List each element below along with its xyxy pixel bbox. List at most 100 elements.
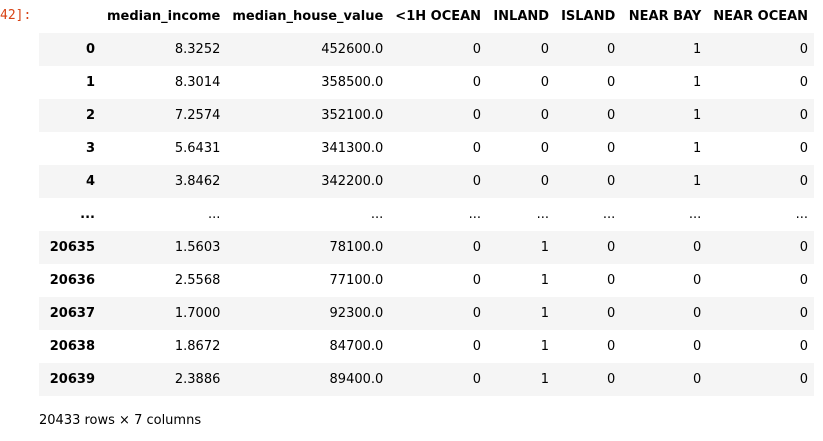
table-cell: ... bbox=[370, 207, 384, 222]
table-cell: 1 bbox=[540, 306, 550, 321]
table-cell: 0 bbox=[540, 174, 550, 189]
cell-prompt: 42]: bbox=[0, 8, 32, 23]
table-cell: 0 bbox=[607, 240, 616, 255]
table-cell: 0 bbox=[540, 141, 550, 156]
table-cell: 0 bbox=[472, 75, 482, 90]
table-cell: 342200.0 bbox=[321, 174, 384, 189]
table-cell: 0 bbox=[607, 372, 616, 387]
table-row: 4 3.8462 342200.0 0 0 0 1 0 bbox=[39, 165, 815, 198]
table-cell: 1.7000 bbox=[174, 306, 221, 321]
table-cell: 77100.0 bbox=[329, 273, 384, 288]
row-index: 0 bbox=[85, 42, 95, 57]
table-cell: ... bbox=[688, 207, 702, 222]
table-cell: 0 bbox=[799, 273, 809, 288]
table-cell: 1 bbox=[693, 174, 702, 189]
table-cell: 1.5603 bbox=[174, 240, 221, 255]
dataframe-output: median_income median_house_value <1H OCE… bbox=[39, 0, 815, 396]
row-index: 20635 bbox=[49, 240, 95, 255]
column-header-1h-ocean: <1H OCEAN bbox=[395, 9, 482, 24]
table-cell: 352100.0 bbox=[321, 108, 384, 123]
table-row: ........................ bbox=[39, 198, 815, 231]
table-cell: 0 bbox=[693, 273, 702, 288]
table-cell: ... bbox=[207, 207, 221, 222]
table-cell: 7.2574 bbox=[174, 108, 221, 123]
table-cell: ... bbox=[536, 207, 550, 222]
table-cell: 0 bbox=[472, 306, 482, 321]
table-cell: 1 bbox=[693, 108, 702, 123]
table-cell: 0 bbox=[693, 339, 702, 354]
table-row: 0 8.3252 452600.0 0 0 0 1 0 bbox=[39, 33, 815, 66]
table-cell: 0 bbox=[799, 372, 809, 387]
table-cell: 358500.0 bbox=[321, 75, 384, 90]
column-header-inland: INLAND bbox=[493, 9, 550, 24]
table-cell: 0 bbox=[472, 339, 482, 354]
table-cell: 1 bbox=[540, 339, 550, 354]
table-cell: 0 bbox=[799, 240, 809, 255]
table-cell: 0 bbox=[540, 108, 550, 123]
table-cell: 0 bbox=[799, 75, 809, 90]
table-cell: 0 bbox=[472, 141, 482, 156]
table-cell: 0 bbox=[472, 273, 482, 288]
table-cell: 0 bbox=[472, 372, 482, 387]
table-cell: 8.3014 bbox=[174, 75, 221, 90]
table-cell: 0 bbox=[472, 240, 482, 255]
table-cell: 0 bbox=[607, 141, 616, 156]
table-row: 20636 2.5568 77100.0 0 1 0 0 0 bbox=[39, 264, 815, 297]
row-index: 20638 bbox=[49, 339, 95, 354]
table-cell: 341300.0 bbox=[321, 141, 384, 156]
table-cell: 1 bbox=[693, 42, 702, 57]
row-index: ... bbox=[80, 207, 95, 222]
table-cell: 0 bbox=[540, 75, 550, 90]
row-index: 4 bbox=[85, 174, 95, 189]
table-row: 20635 1.5603 78100.0 0 1 0 0 0 bbox=[39, 231, 815, 264]
table-cell: 0 bbox=[607, 42, 616, 57]
dataframe-shape-label: 20433 rows × 7 columns bbox=[39, 413, 202, 428]
table-cell: 1 bbox=[693, 75, 702, 90]
table-cell: 1 bbox=[540, 273, 550, 288]
column-header-median-income: median_income bbox=[107, 9, 221, 24]
row-index: 3 bbox=[85, 141, 95, 156]
table-cell: 8.3252 bbox=[174, 42, 221, 57]
table-cell: ... bbox=[602, 207, 616, 222]
table-cell: 0 bbox=[607, 339, 616, 354]
table-cell: 84700.0 bbox=[329, 339, 384, 354]
row-index: 1 bbox=[85, 75, 95, 90]
table-cell: 92300.0 bbox=[329, 306, 384, 321]
table-row: 2 7.2574 352100.0 0 0 0 1 0 bbox=[39, 99, 815, 132]
table-cell: 0 bbox=[799, 306, 809, 321]
table-cell: 0 bbox=[607, 273, 616, 288]
table-cell: 0 bbox=[472, 174, 482, 189]
table-cell: 0 bbox=[799, 174, 809, 189]
table-cell: 1 bbox=[540, 372, 550, 387]
table-cell: 2.3886 bbox=[174, 372, 221, 387]
row-index: 20639 bbox=[49, 372, 95, 387]
table-cell: 0 bbox=[799, 42, 809, 57]
table-cell: 0 bbox=[693, 372, 702, 387]
table-cell: 0 bbox=[607, 174, 616, 189]
table-row: 20638 1.8672 84700.0 0 1 0 0 0 bbox=[39, 330, 815, 363]
table-cell: 0 bbox=[799, 339, 809, 354]
table-cell: 452600.0 bbox=[321, 42, 384, 57]
table-cell: 1 bbox=[540, 240, 550, 255]
dataframe-table: median_income median_house_value <1H OCE… bbox=[39, 0, 815, 396]
header-row: median_income median_house_value <1H OCE… bbox=[39, 0, 814, 33]
table-cell: 0 bbox=[799, 108, 809, 123]
table-cell: 0 bbox=[607, 306, 616, 321]
column-header-median-house-value: median_house_value bbox=[232, 9, 384, 24]
table-cell: 3.8462 bbox=[174, 174, 221, 189]
table-cell: 5.6431 bbox=[174, 141, 221, 156]
table-cell: ... bbox=[795, 207, 809, 222]
column-header-near-bay: NEAR BAY bbox=[628, 9, 702, 24]
table-row: 3 5.6431 341300.0 0 0 0 1 0 bbox=[39, 132, 815, 165]
table-cell: 2.5568 bbox=[174, 273, 221, 288]
table-cell: 0 bbox=[472, 108, 482, 123]
table-cell: 0 bbox=[799, 141, 809, 156]
table-row: 20637 1.7000 92300.0 0 1 0 0 0 bbox=[39, 297, 815, 330]
table-cell: 89400.0 bbox=[329, 372, 384, 387]
row-index: 20637 bbox=[49, 306, 95, 321]
table-cell: 78100.0 bbox=[329, 240, 384, 255]
row-index: 2 bbox=[85, 108, 95, 123]
table-row: 1 8.3014 358500.0 0 0 0 1 0 bbox=[39, 66, 815, 99]
column-header-index bbox=[39, 0, 101, 33]
table-cell: 0 bbox=[693, 306, 702, 321]
